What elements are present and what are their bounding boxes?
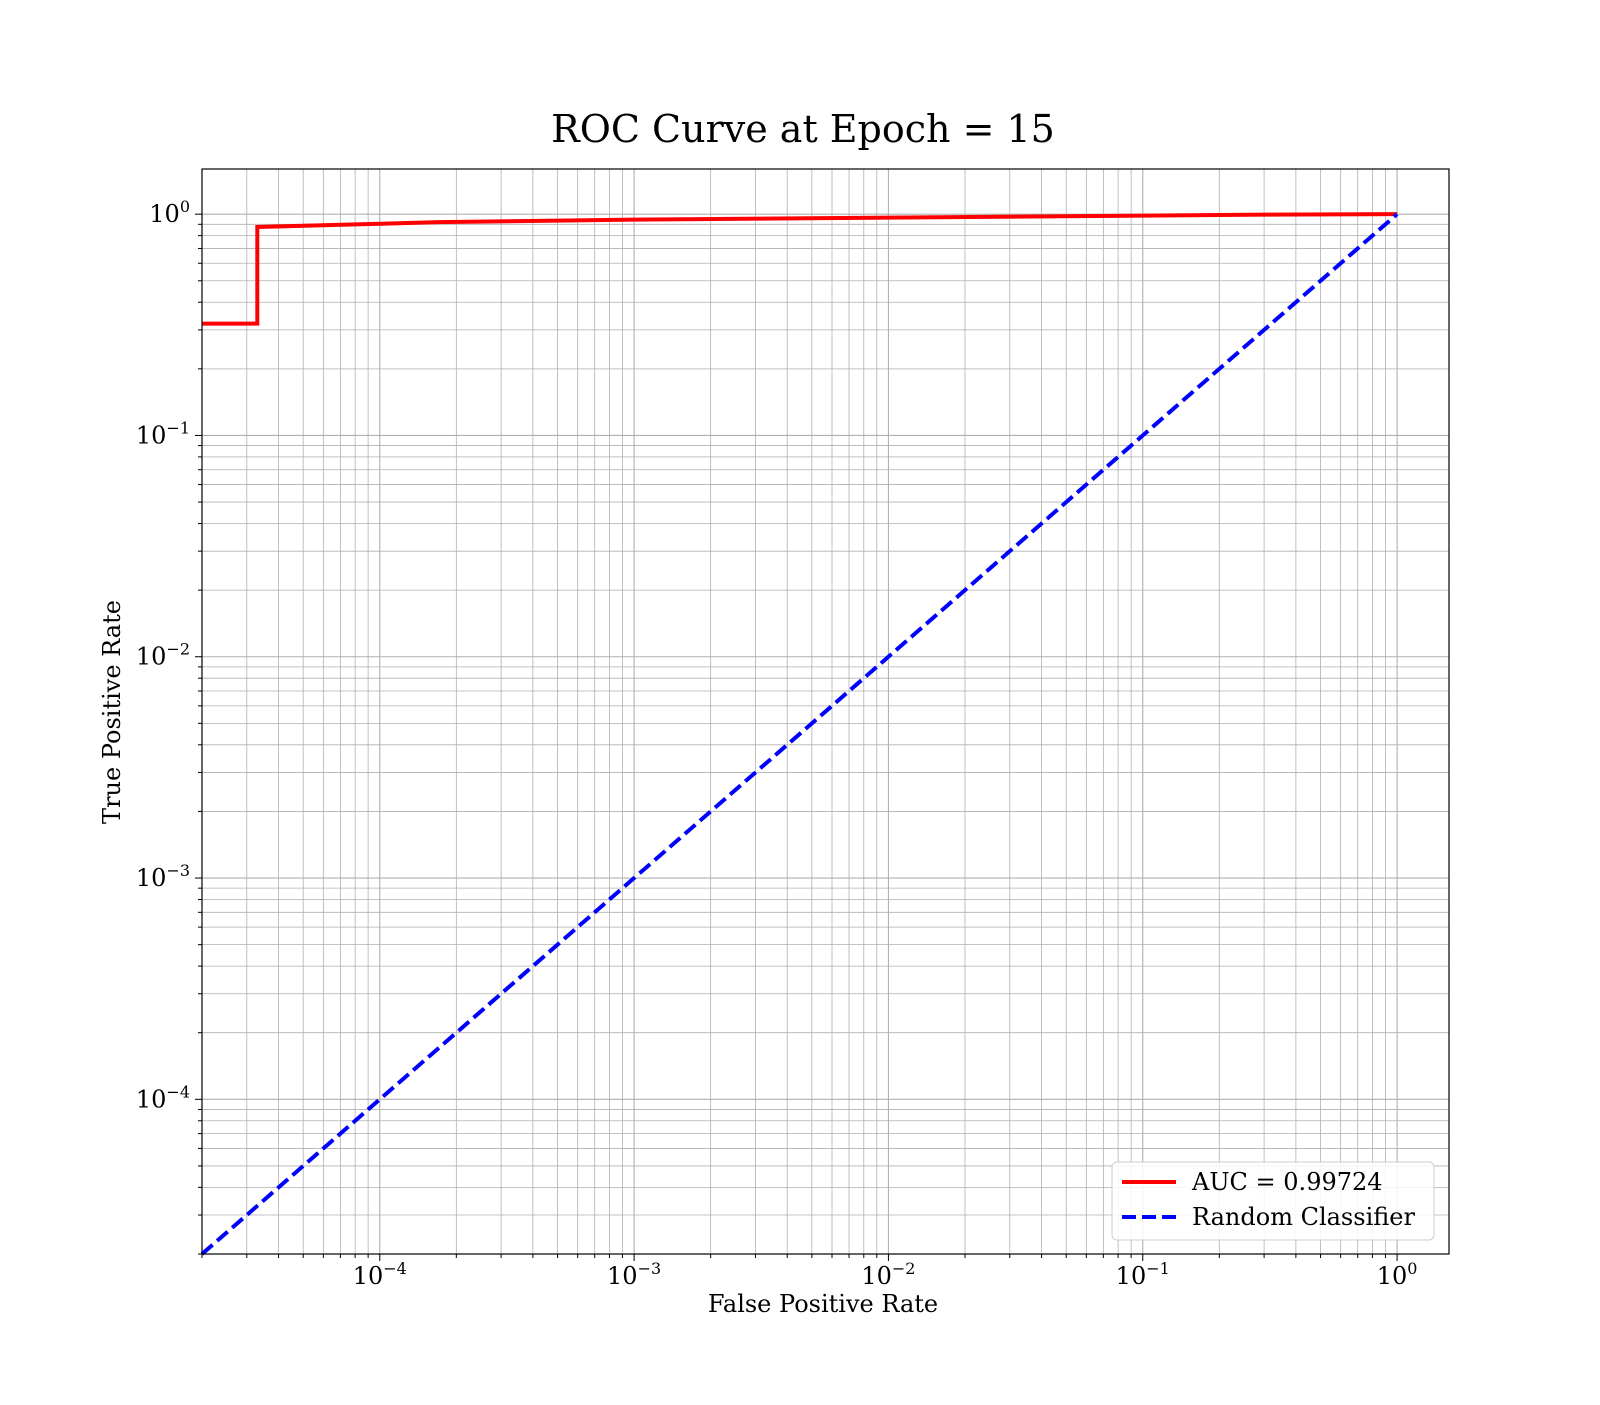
legend-box: [1111, 1161, 1435, 1241]
y-axis-label: True Positive Rate: [98, 600, 126, 824]
x-tick-label: 10−2: [861, 1259, 915, 1290]
y-tick-label: 10−3: [136, 861, 190, 892]
plot-series: [200, 212, 1399, 1256]
x-tick-label: 10−3: [607, 1259, 661, 1290]
y-tick-label: 10−2: [136, 640, 190, 671]
x-tick-label: 10−1: [1116, 1259, 1170, 1290]
roc-curve-line: [202, 212, 1398, 326]
x-axis-label: False Positive Rate: [708, 1290, 938, 1318]
legend: AUC = 0.99724 Random Classifier: [1111, 1161, 1435, 1241]
legend-label-roc: AUC = 0.99724: [1191, 1168, 1383, 1196]
plot-frame: [201, 168, 1450, 1255]
random-classifier-line: [200, 212, 1399, 1256]
legend-label-random: Random Classifier: [1192, 1203, 1415, 1231]
axis-ticks: 10−4 10−3 10−2 10−1 100 10−4 10−3 10−2 10−1 100: [136, 197, 1418, 1290]
grid-lines: [201, 169, 1449, 1255]
chart-title: ROC Curve at Epoch = 15: [551, 107, 1055, 151]
y-tick-label: 100: [149, 197, 190, 228]
x-tick-label: 10−4: [353, 1259, 407, 1290]
x-tick-label: 100: [1377, 1259, 1418, 1290]
y-tick-label: 10−4: [136, 1082, 190, 1113]
y-tick-label: 10−1: [136, 418, 190, 449]
